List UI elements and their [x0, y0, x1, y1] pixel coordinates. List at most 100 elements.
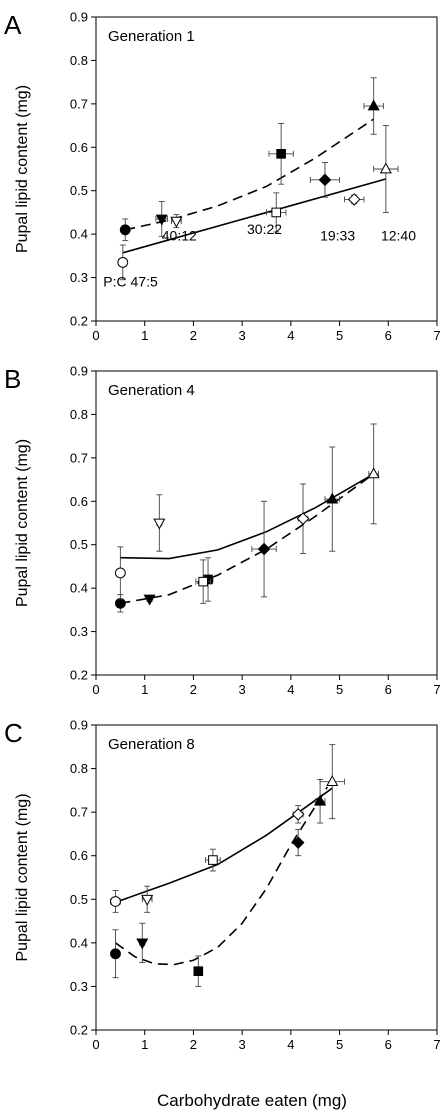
- x-tick-label: 7: [433, 1037, 440, 1052]
- y-tick-label: 0.7: [70, 450, 88, 465]
- y-tick-label: 0.5: [70, 183, 88, 198]
- y-axis-label: Pupal lipid content (mg): [14, 85, 31, 253]
- data-point-circle-filled: [110, 929, 121, 979]
- point-annotation: 30:22: [247, 221, 282, 237]
- x-tick-label: 2: [190, 682, 197, 697]
- x-tick-label: 4: [287, 328, 294, 343]
- point-marker: [114, 567, 126, 579]
- point-marker: [198, 576, 208, 587]
- data-point-circle-open: [117, 244, 129, 281]
- x-tick-label: 3: [239, 328, 246, 343]
- x-tick-label: 2: [190, 328, 197, 343]
- y-tick-label: 0.9: [70, 718, 88, 733]
- point-marker: [155, 214, 168, 226]
- data-point-triangle-down-open: [153, 494, 166, 552]
- data-point-circle-filled: [119, 218, 131, 242]
- data-point-square-filled: [193, 955, 204, 987]
- y-tick-label: 0.9: [70, 10, 88, 25]
- plot-frame: [95, 370, 438, 676]
- x-tick-label: 6: [385, 682, 392, 697]
- data-point-diamond-filled: [309, 162, 341, 198]
- panel-b: 0 1 2 3 4 5 6 7 0.2 0.3 0.4 0.5 0.6 0.7 0.8 0.9 Pupal li…: [4, 364, 441, 698]
- point-marker: [117, 256, 129, 268]
- data-point-square-open: [266, 192, 287, 233]
- data-point-triangle-up-filled: [324, 446, 341, 552]
- y-tick-label: 0.8: [70, 407, 88, 422]
- y-tick-label: 0.8: [70, 761, 88, 776]
- data-point-triangle-up-filled: [363, 77, 384, 135]
- point-marker: [110, 948, 121, 960]
- point-marker: [170, 216, 183, 228]
- y-tick-label: 0.4: [70, 935, 88, 950]
- y-tick-label: 0.6: [70, 494, 88, 509]
- point-marker: [193, 966, 204, 976]
- x-tick-label: 1: [141, 328, 148, 343]
- x-tick-label: 7: [433, 328, 440, 343]
- y-tick-label: 0.7: [70, 96, 88, 111]
- x-tick-label: 4: [287, 682, 294, 697]
- y-tick-label: 0.9: [70, 364, 88, 379]
- data-point-triangle-down-filled: [136, 922, 149, 963]
- y-tick-label: 0.6: [70, 140, 88, 155]
- panel-a: 0 1 2 3 4 5 6 7 0.2 0.3 0.4 0.5 0.6 0.7 0.8 0.9 Pupal li…: [4, 10, 441, 344]
- y-tick-label: 0.2: [70, 1023, 88, 1038]
- panel-letter: A: [4, 10, 22, 40]
- data-point-triangle-up-filled: [314, 779, 327, 824]
- x-tick-label: 5: [336, 1037, 343, 1052]
- plot-frame: [95, 724, 438, 1031]
- point-marker: [257, 542, 271, 556]
- point-marker: [326, 492, 339, 504]
- point-marker: [367, 467, 380, 479]
- data-point-triangle-down-open: [141, 885, 154, 913]
- point-marker: [141, 894, 154, 906]
- y-tick-label: 0.5: [70, 892, 88, 907]
- data-point-triangle-down-open: [170, 214, 183, 229]
- panel-title: Generation 4: [108, 382, 195, 399]
- fit-line-dashed: [120, 473, 375, 605]
- data-point-triangle-up-open: [373, 125, 399, 213]
- y-tick-label: 0.5: [70, 537, 88, 552]
- fit-line-dashed: [115, 786, 329, 966]
- point-marker: [347, 193, 361, 206]
- x-tick-label: 2: [190, 1037, 197, 1052]
- y-tick-label: 0.4: [70, 227, 88, 242]
- point-marker: [143, 594, 156, 606]
- x-tick-label: 0: [92, 328, 99, 343]
- point-marker: [291, 808, 305, 821]
- data-point-triangle-up-open: [319, 744, 345, 820]
- x-tick-label: 4: [287, 1037, 294, 1052]
- point-annotation: 19:33: [320, 228, 355, 244]
- point-marker: [318, 173, 332, 187]
- data-point-diamond-open: [291, 805, 305, 824]
- panel-letter: C: [4, 718, 23, 748]
- x-tick-label: 3: [239, 1037, 246, 1052]
- point-annotation: P:C 47:5: [103, 273, 158, 289]
- point-marker: [379, 162, 392, 174]
- y-tick-label: 0.7: [70, 805, 88, 820]
- data-point-triangle-up-open: [367, 423, 380, 525]
- x-tick-label: 0: [92, 1037, 99, 1052]
- y-tick-label: 0.3: [70, 624, 88, 639]
- point-annotation: 12:40: [381, 228, 416, 244]
- panel-c: 0 1 2 3 4 5 6 7 0.2 0.3 0.4 0.5 0.6 0.7 0.8 0.9 Pupal li…: [4, 718, 441, 1053]
- data-point-diamond-filled: [291, 829, 305, 857]
- y-tick-label: 0.6: [70, 848, 88, 863]
- fit-line-solid: [120, 473, 375, 560]
- data-point-triangle-down-filled: [143, 594, 156, 606]
- panel-title: Generation 8: [108, 736, 195, 753]
- x-tick-label: 1: [141, 1037, 148, 1052]
- data-point-diamond-open: [343, 193, 365, 206]
- data-point-diamond-filled: [251, 500, 277, 598]
- point-marker: [119, 224, 131, 236]
- y-tick-label: 0.8: [70, 53, 88, 68]
- y-axis-label: Pupal lipid content (mg): [14, 439, 31, 607]
- plot-frame: [95, 16, 438, 322]
- point-marker: [110, 896, 121, 907]
- y-tick-label: 0.4: [70, 581, 88, 596]
- x-axis-label: Carbohydrate eaten (mg): [157, 1091, 347, 1110]
- fit-line-solid: [122, 178, 387, 254]
- data-point-square-open: [195, 559, 211, 604]
- data-point-circle-open: [114, 546, 126, 600]
- y-tick-label: 0.3: [70, 270, 88, 285]
